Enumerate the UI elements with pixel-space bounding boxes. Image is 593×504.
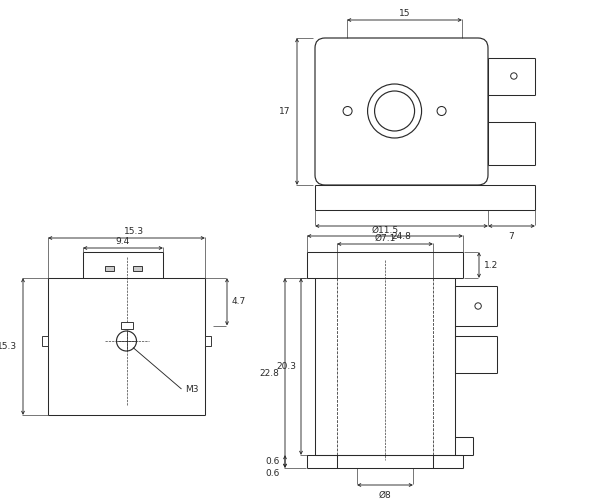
Text: 1.2: 1.2 bbox=[484, 261, 498, 270]
Bar bbox=[104, 266, 113, 271]
Text: Ø8: Ø8 bbox=[378, 491, 391, 500]
Text: 0.6: 0.6 bbox=[266, 457, 280, 466]
Text: 20.3: 20.3 bbox=[276, 362, 296, 371]
Text: 9.4: 9.4 bbox=[116, 237, 130, 246]
Text: 22.8: 22.8 bbox=[259, 368, 279, 377]
Text: 24.8: 24.8 bbox=[391, 232, 412, 241]
Bar bbox=[120, 322, 132, 329]
Text: 4.7: 4.7 bbox=[232, 297, 246, 306]
Bar bbox=[132, 266, 142, 271]
Text: 15.3: 15.3 bbox=[0, 342, 17, 351]
Text: 15: 15 bbox=[398, 10, 410, 19]
Text: 15.3: 15.3 bbox=[125, 227, 145, 236]
Bar bbox=[42, 336, 48, 346]
Text: 0.6: 0.6 bbox=[266, 469, 280, 478]
Text: 17: 17 bbox=[279, 107, 290, 116]
Bar bbox=[205, 336, 211, 346]
Text: Ø11.5: Ø11.5 bbox=[371, 225, 398, 234]
FancyBboxPatch shape bbox=[315, 38, 488, 185]
Text: M3: M3 bbox=[186, 385, 199, 394]
Text: Ø7.1: Ø7.1 bbox=[374, 233, 396, 242]
Text: 7: 7 bbox=[509, 232, 514, 241]
